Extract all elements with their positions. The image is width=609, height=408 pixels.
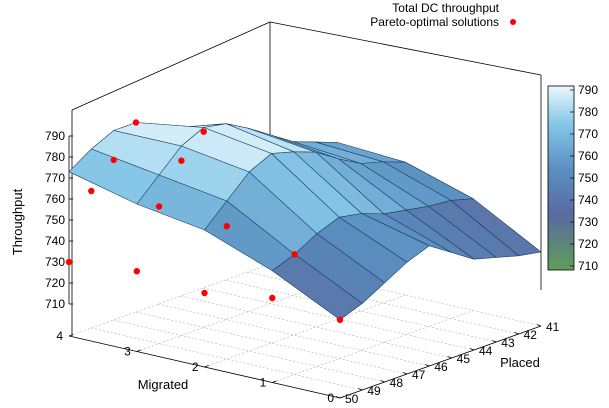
y-tick-label: 41 (546, 320, 560, 334)
colorbar: 710 720 730 740 750 760 770 780 790 (547, 83, 598, 273)
y-tick-label: 48 (390, 376, 404, 390)
y-tick-label: 45 (457, 352, 471, 366)
pareto-point (336, 316, 344, 323)
colorbar-tick-label: 770 (578, 127, 598, 141)
pareto-point (200, 128, 207, 135)
y-tick-label: 46 (434, 360, 448, 374)
floor-grid-line (68, 263, 271, 337)
x-tick-mark (136, 349, 141, 352)
pareto-point (155, 203, 163, 210)
legend-label-surface: Total DC throughput (392, 1, 499, 15)
pareto-point (110, 156, 117, 164)
x-tick-label: 1 (260, 376, 267, 390)
axis-ticks: 0 1 2 3 4 41 42 43 44 45 46 47 48 49 50 710 720 730 740 750… (45, 129, 560, 406)
pareto-point (178, 157, 185, 164)
y-tick-label: 50 (345, 392, 359, 406)
x-tick-mark (339, 396, 345, 399)
pareto-points (65, 119, 344, 323)
y-tick-mark (425, 364, 430, 367)
y-tick-mark (469, 348, 475, 351)
z-axis-label: Throughput (10, 188, 25, 255)
floor-grid-line (272, 310, 474, 383)
z-tick-label: 740 (45, 234, 65, 248)
x-tick-label: 4 (56, 329, 63, 343)
colorbar-tick-label: 740 (578, 193, 598, 207)
y-tick-mark (492, 340, 497, 343)
z-tick-label: 720 (45, 276, 65, 290)
y-tick-label: 44 (479, 344, 493, 358)
y-tick-mark (380, 380, 385, 383)
y-tick-mark (447, 356, 452, 359)
z-tick-label: 730 (45, 255, 65, 269)
pareto-point (269, 294, 276, 302)
z-tick-label: 750 (45, 213, 65, 227)
colorbar-tick-label: 720 (578, 237, 598, 251)
y-tick-mark (335, 396, 341, 399)
z-tick-label: 770 (45, 171, 65, 185)
colorbar-tick-label: 710 (578, 259, 598, 273)
y-tick-mark (402, 372, 408, 375)
y-axis-line (339, 325, 542, 399)
pareto-point (65, 258, 73, 266)
y-tick-mark (514, 332, 519, 335)
y-tick-label: 43 (501, 336, 515, 350)
throughput-surface (68, 122, 542, 321)
x-tick-mark (272, 380, 277, 383)
colorbar-tick-label: 760 (578, 149, 598, 163)
floor-grid-line (135, 311, 408, 375)
pareto-point (291, 251, 298, 258)
legend-label-pareto: Pareto-optimal solutions (370, 15, 499, 29)
legend: Total DC throughput Pareto-optimal solut… (370, 1, 516, 29)
y-tick-mark (358, 388, 363, 391)
z-tick-label: 790 (45, 129, 65, 143)
colorbar-tick-label: 790 (578, 83, 598, 97)
x-tick-mark (204, 365, 209, 368)
x-tick-label: 0 (327, 391, 334, 405)
floor-grid-line (91, 327, 363, 391)
plot-box (71, 21, 542, 336)
pareto-point (132, 119, 140, 126)
surface-facet (271, 254, 363, 321)
y-tick-mark (536, 324, 542, 327)
z-tick-label: 780 (45, 150, 65, 164)
x-tick-label: 3 (124, 345, 131, 359)
pareto-point (201, 289, 208, 297)
x-tick-mark (68, 334, 74, 337)
y-tick-label: 42 (524, 328, 538, 342)
x-axis-label: Migrated (138, 377, 189, 392)
pareto-point (223, 223, 230, 230)
colorbar-ticks: 710 720 730 740 750 760 770 780 790 (570, 83, 598, 273)
y-axis-label: Placed (500, 355, 540, 370)
colorbar-tick-label: 780 (578, 105, 598, 119)
pareto-point (133, 268, 140, 275)
colorbar-tick-label: 750 (578, 171, 598, 185)
y-tick-label: 49 (367, 384, 381, 398)
y-tick-label: 47 (412, 368, 426, 382)
z-tick-label: 760 (45, 192, 65, 206)
colorbar-tick-label: 730 (578, 215, 598, 229)
legend-pareto-marker (510, 19, 516, 25)
pareto-point (88, 187, 95, 195)
x-tick-label: 2 (192, 360, 199, 374)
floor-grid-line (204, 294, 406, 368)
z-tick-label: 710 (45, 297, 65, 311)
